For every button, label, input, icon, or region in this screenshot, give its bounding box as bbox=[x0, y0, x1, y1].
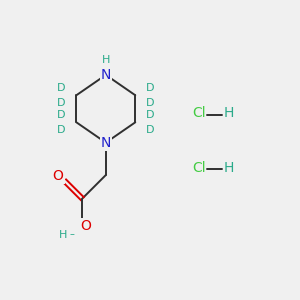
Text: D: D bbox=[57, 125, 65, 135]
Text: Cl: Cl bbox=[193, 161, 206, 175]
Text: D: D bbox=[146, 110, 155, 120]
Text: D: D bbox=[146, 98, 155, 108]
Text: H: H bbox=[59, 230, 67, 240]
Text: H: H bbox=[224, 161, 234, 175]
Text: O: O bbox=[53, 169, 64, 183]
Text: D: D bbox=[57, 110, 65, 120]
Text: D: D bbox=[57, 83, 65, 93]
Text: N: N bbox=[100, 68, 111, 82]
Text: D: D bbox=[146, 83, 155, 93]
Text: D: D bbox=[57, 98, 65, 108]
Text: N: N bbox=[100, 136, 111, 150]
Text: H: H bbox=[102, 55, 110, 65]
Text: D: D bbox=[146, 125, 155, 135]
Text: –: – bbox=[70, 229, 74, 239]
Text: Cl: Cl bbox=[193, 106, 206, 120]
Text: H: H bbox=[224, 106, 234, 120]
Text: O: O bbox=[80, 219, 91, 233]
